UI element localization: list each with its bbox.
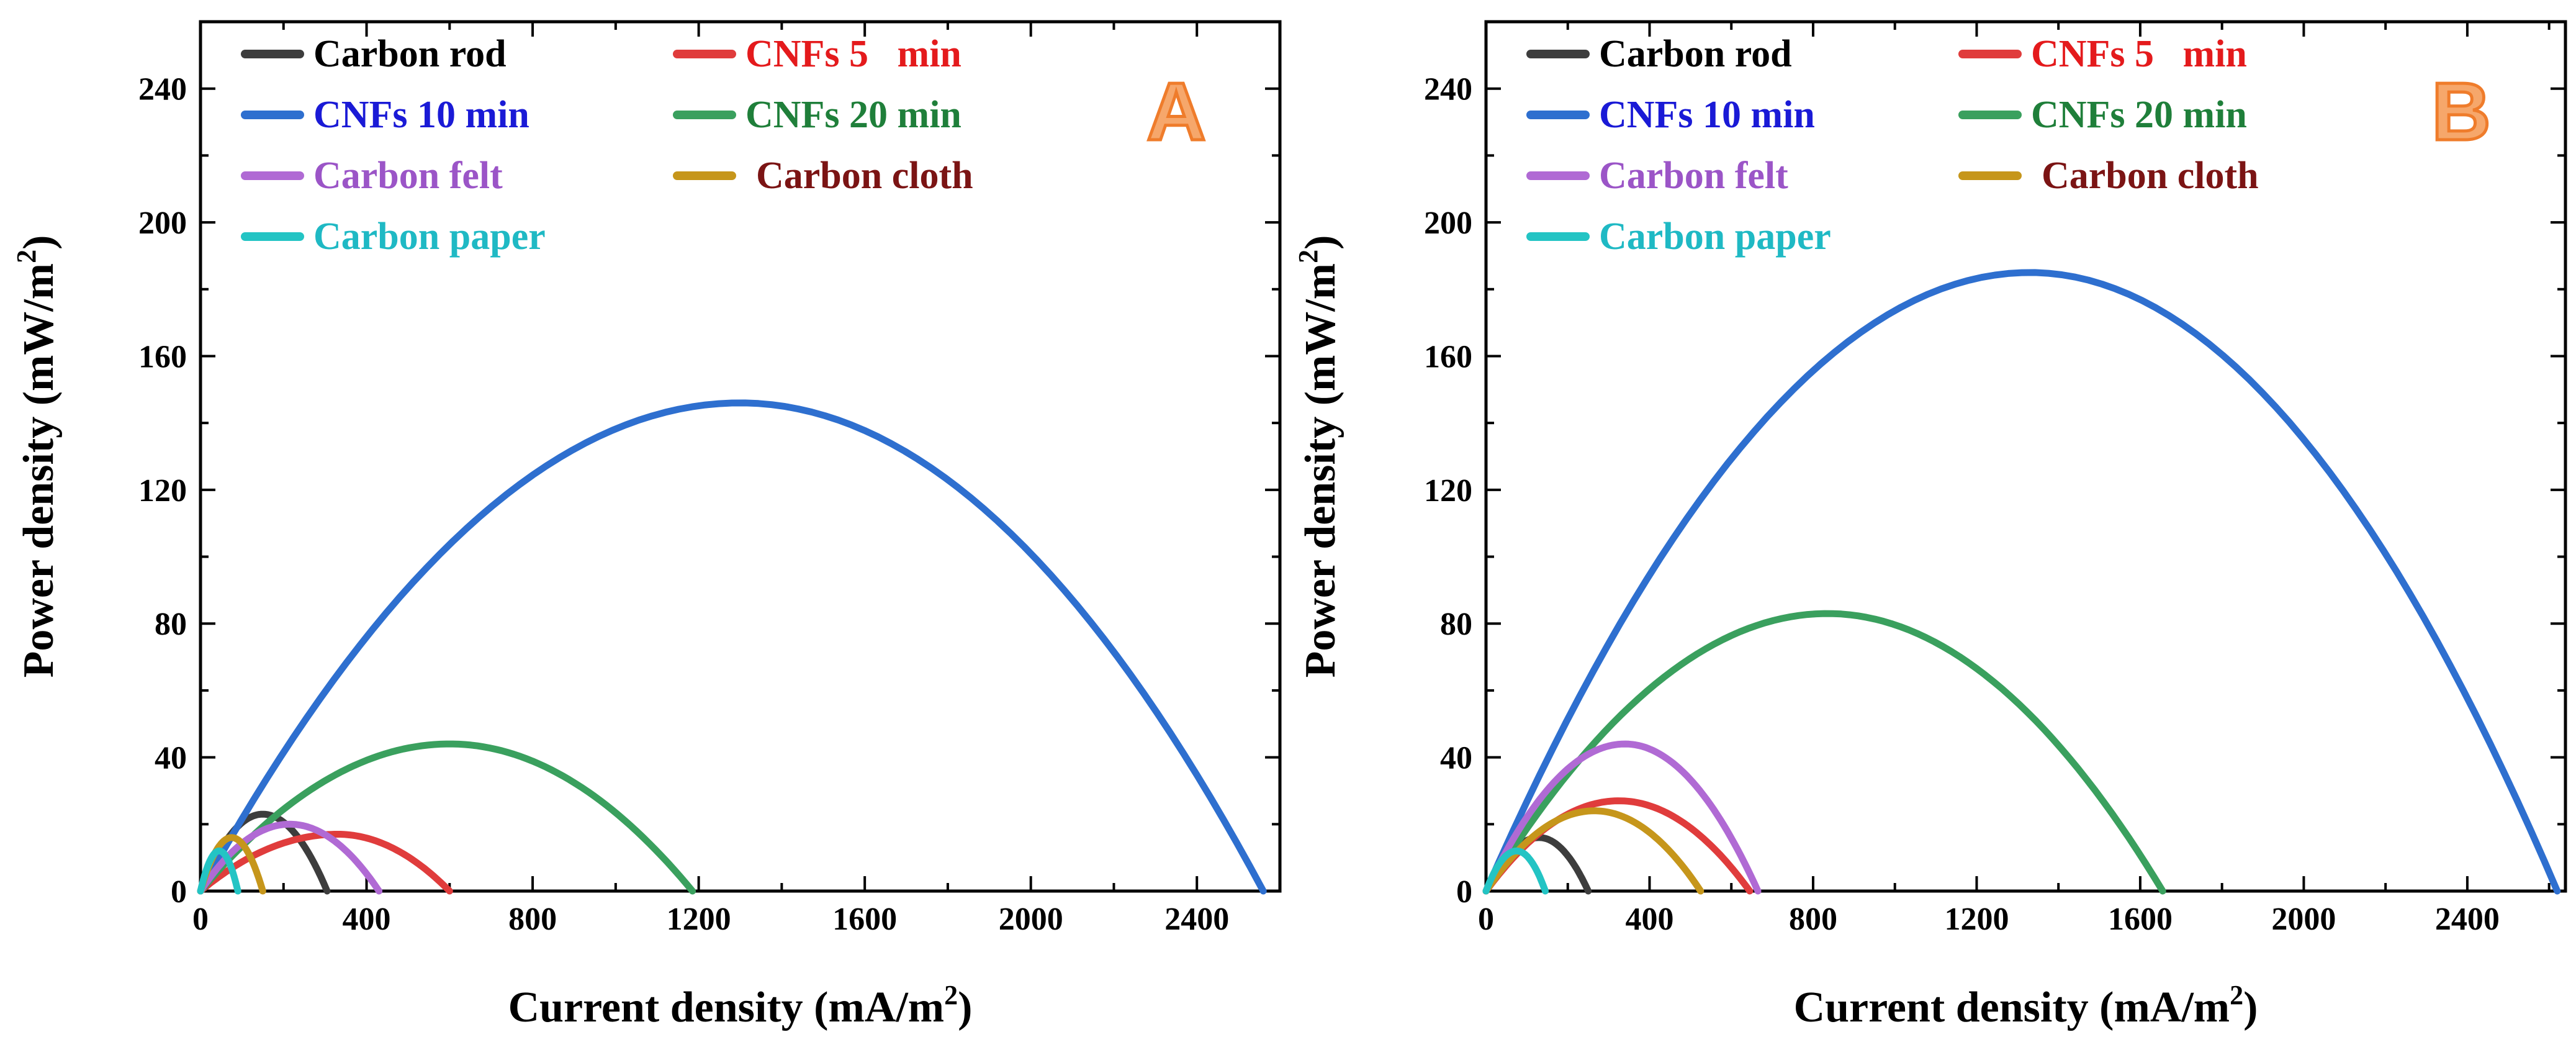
legend-entry-label: CNFs 20 min	[745, 94, 961, 136]
y-axis-label-sup: 2	[1293, 250, 1323, 263]
y-tick-label: 0	[171, 874, 187, 910]
x-axis-label-close: )	[958, 984, 972, 1031]
panel-label: B	[2431, 66, 2490, 157]
legend-entry-label: Carbon felt	[1599, 155, 1788, 197]
x-tick-label: 800	[1789, 902, 1837, 937]
y-tick-label: 200	[138, 206, 187, 241]
x-tick-label: 1600	[832, 902, 897, 937]
legend-entry-label: CNFs 10 min	[1599, 94, 1815, 136]
y-tick-label: 120	[1424, 473, 1472, 509]
series-line-carbon-paper	[1482, 847, 1549, 895]
y-axis-label-close: )	[15, 235, 63, 250]
x-axis-label: Current density (mA/m2)	[1794, 980, 2258, 1031]
series-line-carbon-felt	[197, 820, 383, 895]
y-axis-label: Power density (mW/m2)	[1293, 235, 1344, 678]
x-axis-label-sup: 2	[944, 980, 958, 1010]
series-line-cnfs-20-min	[1482, 610, 2166, 895]
legend-entry-label: Carbon paper	[1599, 215, 1831, 258]
y-tick-label: 160	[1424, 339, 1472, 374]
x-axis-label-close: )	[2243, 984, 2258, 1031]
x-tick-label: 2400	[2435, 902, 2500, 937]
x-tick-label: 800	[508, 902, 557, 937]
y-tick-label: 240	[138, 72, 187, 107]
x-tick-label: 400	[1625, 902, 1673, 937]
y-tick-label: 160	[138, 339, 187, 374]
x-tick-label: 400	[343, 902, 391, 937]
x-tick-label: 2000	[999, 902, 1063, 937]
y-tick-label: 200	[1424, 206, 1472, 241]
y-tick-label: 240	[1424, 72, 1472, 107]
panel-label: A	[1146, 66, 1205, 157]
legend-entry-label: Carbon cloth	[2042, 155, 2259, 197]
y-tick-label: 40	[155, 741, 187, 776]
plot-frame	[1484, 20, 2567, 893]
legend-entry-label: CNFs 20 min	[2031, 94, 2247, 136]
x-axis-label-sup: 2	[2230, 980, 2243, 1010]
x-tick-label: 2000	[2271, 902, 2336, 937]
y-tick-label: 80	[155, 607, 187, 642]
y-tick-label: 120	[138, 473, 187, 509]
y-tick-label: 80	[1440, 607, 1472, 642]
y-tick-label: 0	[1456, 874, 1472, 910]
legend-entry-label: CNFs 5 min	[745, 33, 961, 75]
x-tick-label: 0	[1478, 902, 1494, 937]
series-line-cnfs-10-min	[1482, 269, 2561, 895]
chart-panel-b: 0 400 800 1200 1600 2000 2400 0 40 80 120 160 200 240…	[1293, 20, 2567, 1031]
plot-frame	[199, 20, 1282, 893]
chart-panel-a: 0 400 800 1200 1600 2000 2400 0 40 80 120 160 200 240…	[11, 20, 1282, 1031]
legend-entry-label: Carbon cloth	[756, 155, 973, 197]
y-axis-label-close: )	[1297, 235, 1344, 250]
series-line-carbon-felt	[1482, 740, 1762, 895]
series-line-cnfs-20-min	[197, 740, 696, 895]
legend-entry-label: Carbon rod	[1599, 33, 1792, 75]
x-tick-label: 2400	[1164, 902, 1229, 937]
series-line-carbon-paper	[197, 847, 241, 895]
legend-entry-label: Carbon rod	[313, 33, 507, 75]
x-tick-label: 1600	[2108, 902, 2173, 937]
y-tick-label: 40	[1440, 741, 1472, 776]
legend-entry-label: CNFs 5 min	[2031, 33, 2247, 75]
x-tick-label: 1200	[1944, 902, 2009, 937]
legend-entry-label: Carbon paper	[313, 215, 546, 258]
series-line-cnfs-10-min	[197, 399, 1267, 895]
x-tick-label: 1200	[667, 902, 731, 937]
series-line-carbon-cloth	[1482, 807, 1705, 895]
x-tick-label: 0	[192, 902, 209, 937]
legend-entry-label: CNFs 10 min	[313, 94, 529, 136]
y-axis-label-sup: 2	[11, 250, 42, 263]
x-axis-label: Current density (mA/m2)	[508, 980, 973, 1031]
legend-entry-label: Carbon felt	[313, 155, 503, 197]
y-axis-label: Power density (mW/m2)	[11, 235, 63, 678]
